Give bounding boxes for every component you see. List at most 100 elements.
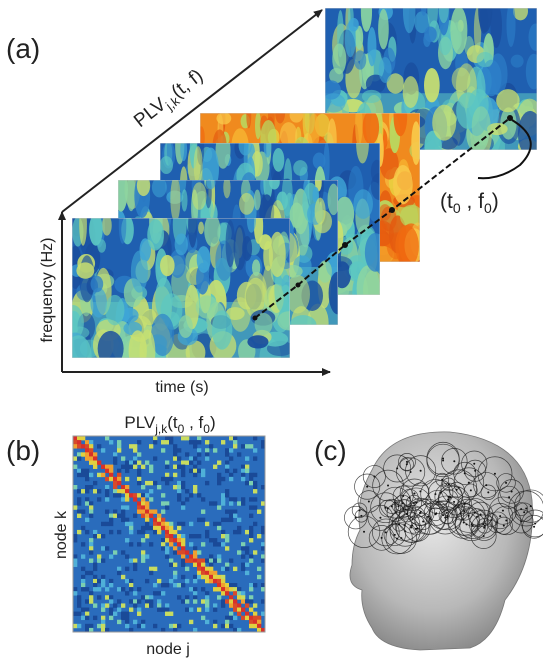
spectrogram-blob bbox=[315, 198, 326, 225]
matrix-cell bbox=[165, 473, 169, 477]
matrix-cell bbox=[113, 481, 117, 485]
matrix-cell bbox=[189, 587, 193, 591]
spectrogram-blob bbox=[252, 259, 260, 276]
y-axis-label: frequency (Hz) bbox=[39, 238, 56, 343]
matrix-cell bbox=[177, 522, 181, 526]
matrix-cell bbox=[141, 624, 145, 628]
matrix-cell bbox=[221, 599, 225, 603]
matrix-cell bbox=[225, 465, 229, 469]
electrode bbox=[464, 503, 466, 505]
matrix-cell bbox=[89, 546, 93, 550]
electrode bbox=[494, 473, 496, 475]
matrix-cell bbox=[157, 526, 161, 530]
matrix-cell bbox=[245, 456, 249, 460]
matrix-cell bbox=[173, 546, 177, 550]
matrix-title: PLVj,k(t0 , f0) bbox=[124, 413, 215, 436]
matrix-cell bbox=[133, 599, 137, 603]
matrix-cell bbox=[125, 497, 129, 501]
matrix-cell bbox=[169, 538, 173, 542]
spectrogram-blob bbox=[131, 250, 148, 292]
matrix-cell bbox=[85, 469, 89, 473]
matrix-cell bbox=[189, 620, 193, 624]
matrix-cell bbox=[205, 448, 209, 452]
matrix-cell bbox=[197, 440, 201, 444]
matrix-cell bbox=[81, 542, 85, 546]
matrix-cell bbox=[169, 526, 173, 530]
matrix-cell bbox=[249, 616, 253, 620]
spectrogram-blob bbox=[269, 232, 286, 277]
matrix-cell bbox=[257, 575, 261, 579]
matrix-cell bbox=[213, 587, 217, 591]
spectrogram-blob bbox=[179, 315, 193, 338]
matrix-cell bbox=[185, 567, 189, 571]
matrix-cell bbox=[89, 510, 93, 514]
matrix-cell bbox=[85, 456, 89, 460]
matrix-cell bbox=[89, 624, 93, 628]
electrode bbox=[476, 516, 478, 518]
panel-label: (c) bbox=[314, 435, 347, 466]
electrode bbox=[480, 513, 482, 515]
matrix-cell bbox=[205, 534, 209, 538]
matrix-cell bbox=[201, 510, 205, 514]
figure: (a) PLVj,k(t, f) frequency (Hz) time (s)… bbox=[0, 0, 543, 660]
matrix-cell bbox=[229, 518, 233, 522]
matrix-cell bbox=[221, 493, 225, 497]
matrix-cell bbox=[253, 583, 257, 587]
matrix-cell bbox=[145, 526, 149, 530]
electrode bbox=[474, 512, 476, 514]
matrix-cell bbox=[81, 579, 85, 583]
matrix-cell bbox=[213, 579, 217, 583]
matrix-cell bbox=[161, 542, 165, 546]
matrix-cell bbox=[157, 579, 161, 583]
matrix-cell bbox=[257, 567, 261, 571]
spectrogram-blob bbox=[147, 219, 164, 250]
matrix-cell bbox=[93, 452, 97, 456]
spectrogram-blob bbox=[378, 9, 389, 49]
matrix-cell bbox=[117, 620, 121, 624]
matrix-cell bbox=[129, 579, 133, 583]
matrix-cell bbox=[177, 485, 181, 489]
matrix-cell bbox=[181, 501, 185, 505]
matrix-cell bbox=[137, 505, 141, 509]
matrix-cell bbox=[117, 599, 121, 603]
matrix-cell bbox=[193, 595, 197, 599]
spectrogram-blob bbox=[393, 165, 413, 204]
matrix-cell bbox=[181, 481, 185, 485]
matrix-cell bbox=[229, 448, 233, 452]
matrix-cell bbox=[141, 554, 145, 558]
matrix-cell bbox=[97, 579, 101, 583]
matrix-cell bbox=[217, 505, 221, 509]
matrix-cell bbox=[173, 563, 177, 567]
matrix-cell bbox=[81, 469, 85, 473]
matrix-cell bbox=[109, 440, 113, 444]
matrix-cell bbox=[225, 620, 229, 624]
matrix-cell bbox=[217, 477, 221, 481]
matrix-cell bbox=[165, 481, 169, 485]
electrode bbox=[441, 479, 443, 481]
matrix-cell bbox=[253, 624, 257, 628]
matrix-cell bbox=[209, 559, 213, 563]
matrix-cell bbox=[185, 461, 189, 465]
spectrogram-blob bbox=[450, 6, 467, 54]
matrix-cell bbox=[189, 608, 193, 612]
matrix-cell bbox=[121, 489, 125, 493]
matrix-cell bbox=[201, 518, 205, 522]
matrix-cell bbox=[121, 603, 125, 607]
matrix-cell bbox=[181, 505, 185, 509]
matrix-cell bbox=[141, 465, 145, 469]
matrix-cell bbox=[201, 559, 205, 563]
matrix-cell bbox=[257, 624, 261, 628]
matrix-cell bbox=[149, 603, 153, 607]
matrix-cell bbox=[205, 591, 209, 595]
matrix-cell bbox=[229, 559, 233, 563]
matrix-cell bbox=[149, 514, 153, 518]
spectrogram-blob bbox=[411, 121, 421, 165]
matrix-cell bbox=[141, 514, 145, 518]
matrix-cell bbox=[213, 465, 217, 469]
title-name: PLV bbox=[124, 413, 156, 432]
matrix-cell bbox=[89, 440, 93, 444]
matrix-cell bbox=[105, 522, 109, 526]
matrix-cell bbox=[149, 526, 153, 530]
matrix-cell bbox=[93, 579, 97, 583]
electrode bbox=[523, 511, 525, 513]
